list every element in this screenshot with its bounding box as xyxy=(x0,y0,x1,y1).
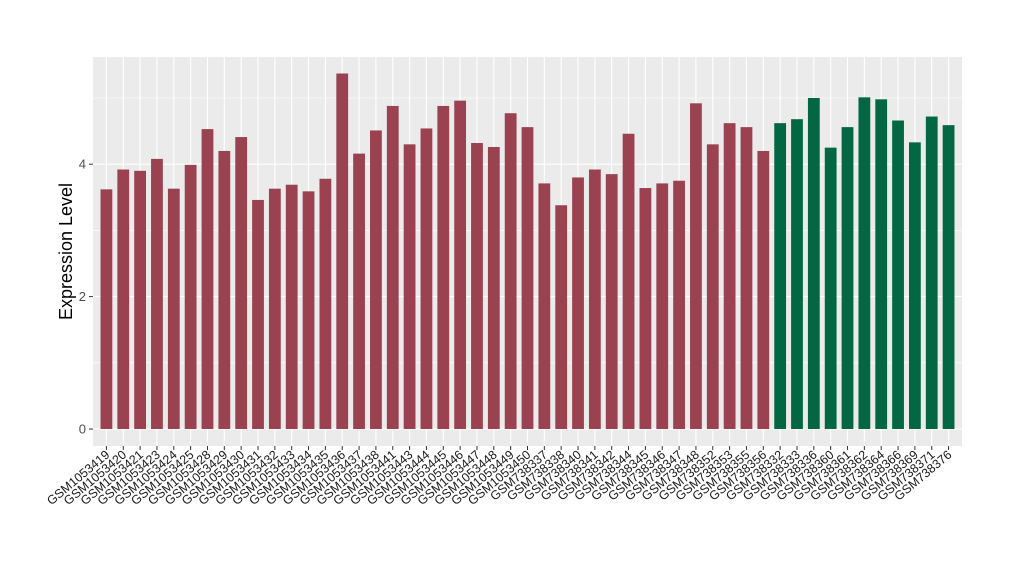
bar-GSM1053441 xyxy=(386,105,399,429)
y-tick-label: 2 xyxy=(79,289,86,304)
bar-GSM1053445 xyxy=(437,105,450,429)
bar-GSM1053425 xyxy=(184,164,197,429)
bars xyxy=(100,73,955,430)
bar-GSM738338 xyxy=(555,205,568,429)
bar-GSM738345 xyxy=(639,188,652,429)
bar-GSM1053423 xyxy=(151,158,163,430)
bar-GSM738362 xyxy=(858,97,871,429)
bar-GSM738344 xyxy=(622,133,635,430)
x-axis: GSM1053419GSM1053420GSM1053421GSM1053423… xyxy=(44,446,955,508)
y-axis: 0 2 4 xyxy=(79,157,93,437)
bar-GSM1053421 xyxy=(134,170,147,429)
bar-GSM738369 xyxy=(908,142,921,429)
bar-GSM738337 xyxy=(538,183,551,429)
y-axis-label: Expression Level xyxy=(56,183,76,320)
bar-GSM1053432 xyxy=(268,188,281,429)
bar-GSM1053448 xyxy=(487,146,500,429)
bar-GSM1053428 xyxy=(201,129,214,429)
bar-GSM738333 xyxy=(791,119,803,430)
bar-GSM1053438 xyxy=(370,130,382,430)
bar-GSM738347 xyxy=(673,180,685,429)
bar-GSM1053443 xyxy=(403,144,416,429)
bar-GSM738361 xyxy=(841,127,854,430)
bar-GSM1053436 xyxy=(336,73,349,430)
bar-GSM1053434 xyxy=(302,191,315,429)
bar-GSM738353 xyxy=(723,123,736,429)
bar-GSM738336 xyxy=(807,98,820,429)
bar-GSM1053429 xyxy=(218,150,231,429)
bar-GSM1053447 xyxy=(471,143,483,430)
bar-GSM738332 xyxy=(774,123,787,429)
bar-GSM738356 xyxy=(757,150,770,429)
bar-GSM738340 xyxy=(572,177,584,429)
y-tick-label: 4 xyxy=(79,157,86,172)
bar-GSM738360 xyxy=(824,147,837,429)
bar-GSM1053450 xyxy=(521,127,534,430)
bar-GSM738342 xyxy=(605,174,618,429)
bar-GSM738364 xyxy=(875,99,888,429)
bar-GSM1053444 xyxy=(420,128,433,429)
bar-GSM1053420 xyxy=(117,169,130,429)
bar-GSM1053437 xyxy=(353,153,365,429)
bar-GSM738346 xyxy=(656,183,669,429)
bar-GSM738352 xyxy=(706,144,719,429)
y-tick-label: 0 xyxy=(79,422,86,437)
bar-GSM1053419 xyxy=(100,189,113,429)
bar-GSM738366 xyxy=(892,120,904,430)
bar-GSM1053431 xyxy=(252,199,264,429)
bar-GSM1053424 xyxy=(167,188,180,429)
bar-GSM738348 xyxy=(690,103,702,430)
bar-GSM738371 xyxy=(925,116,938,429)
bar-GSM1053449 xyxy=(504,113,517,429)
bar-GSM1053446 xyxy=(454,100,467,429)
bar-GSM1053430 xyxy=(235,137,248,430)
bar-GSM738355 xyxy=(740,127,753,430)
bar-GSM738376 xyxy=(942,125,955,429)
bar-GSM738341 xyxy=(588,169,601,429)
bar-GSM1053435 xyxy=(319,178,332,429)
bar-GSM1053433 xyxy=(285,184,298,429)
